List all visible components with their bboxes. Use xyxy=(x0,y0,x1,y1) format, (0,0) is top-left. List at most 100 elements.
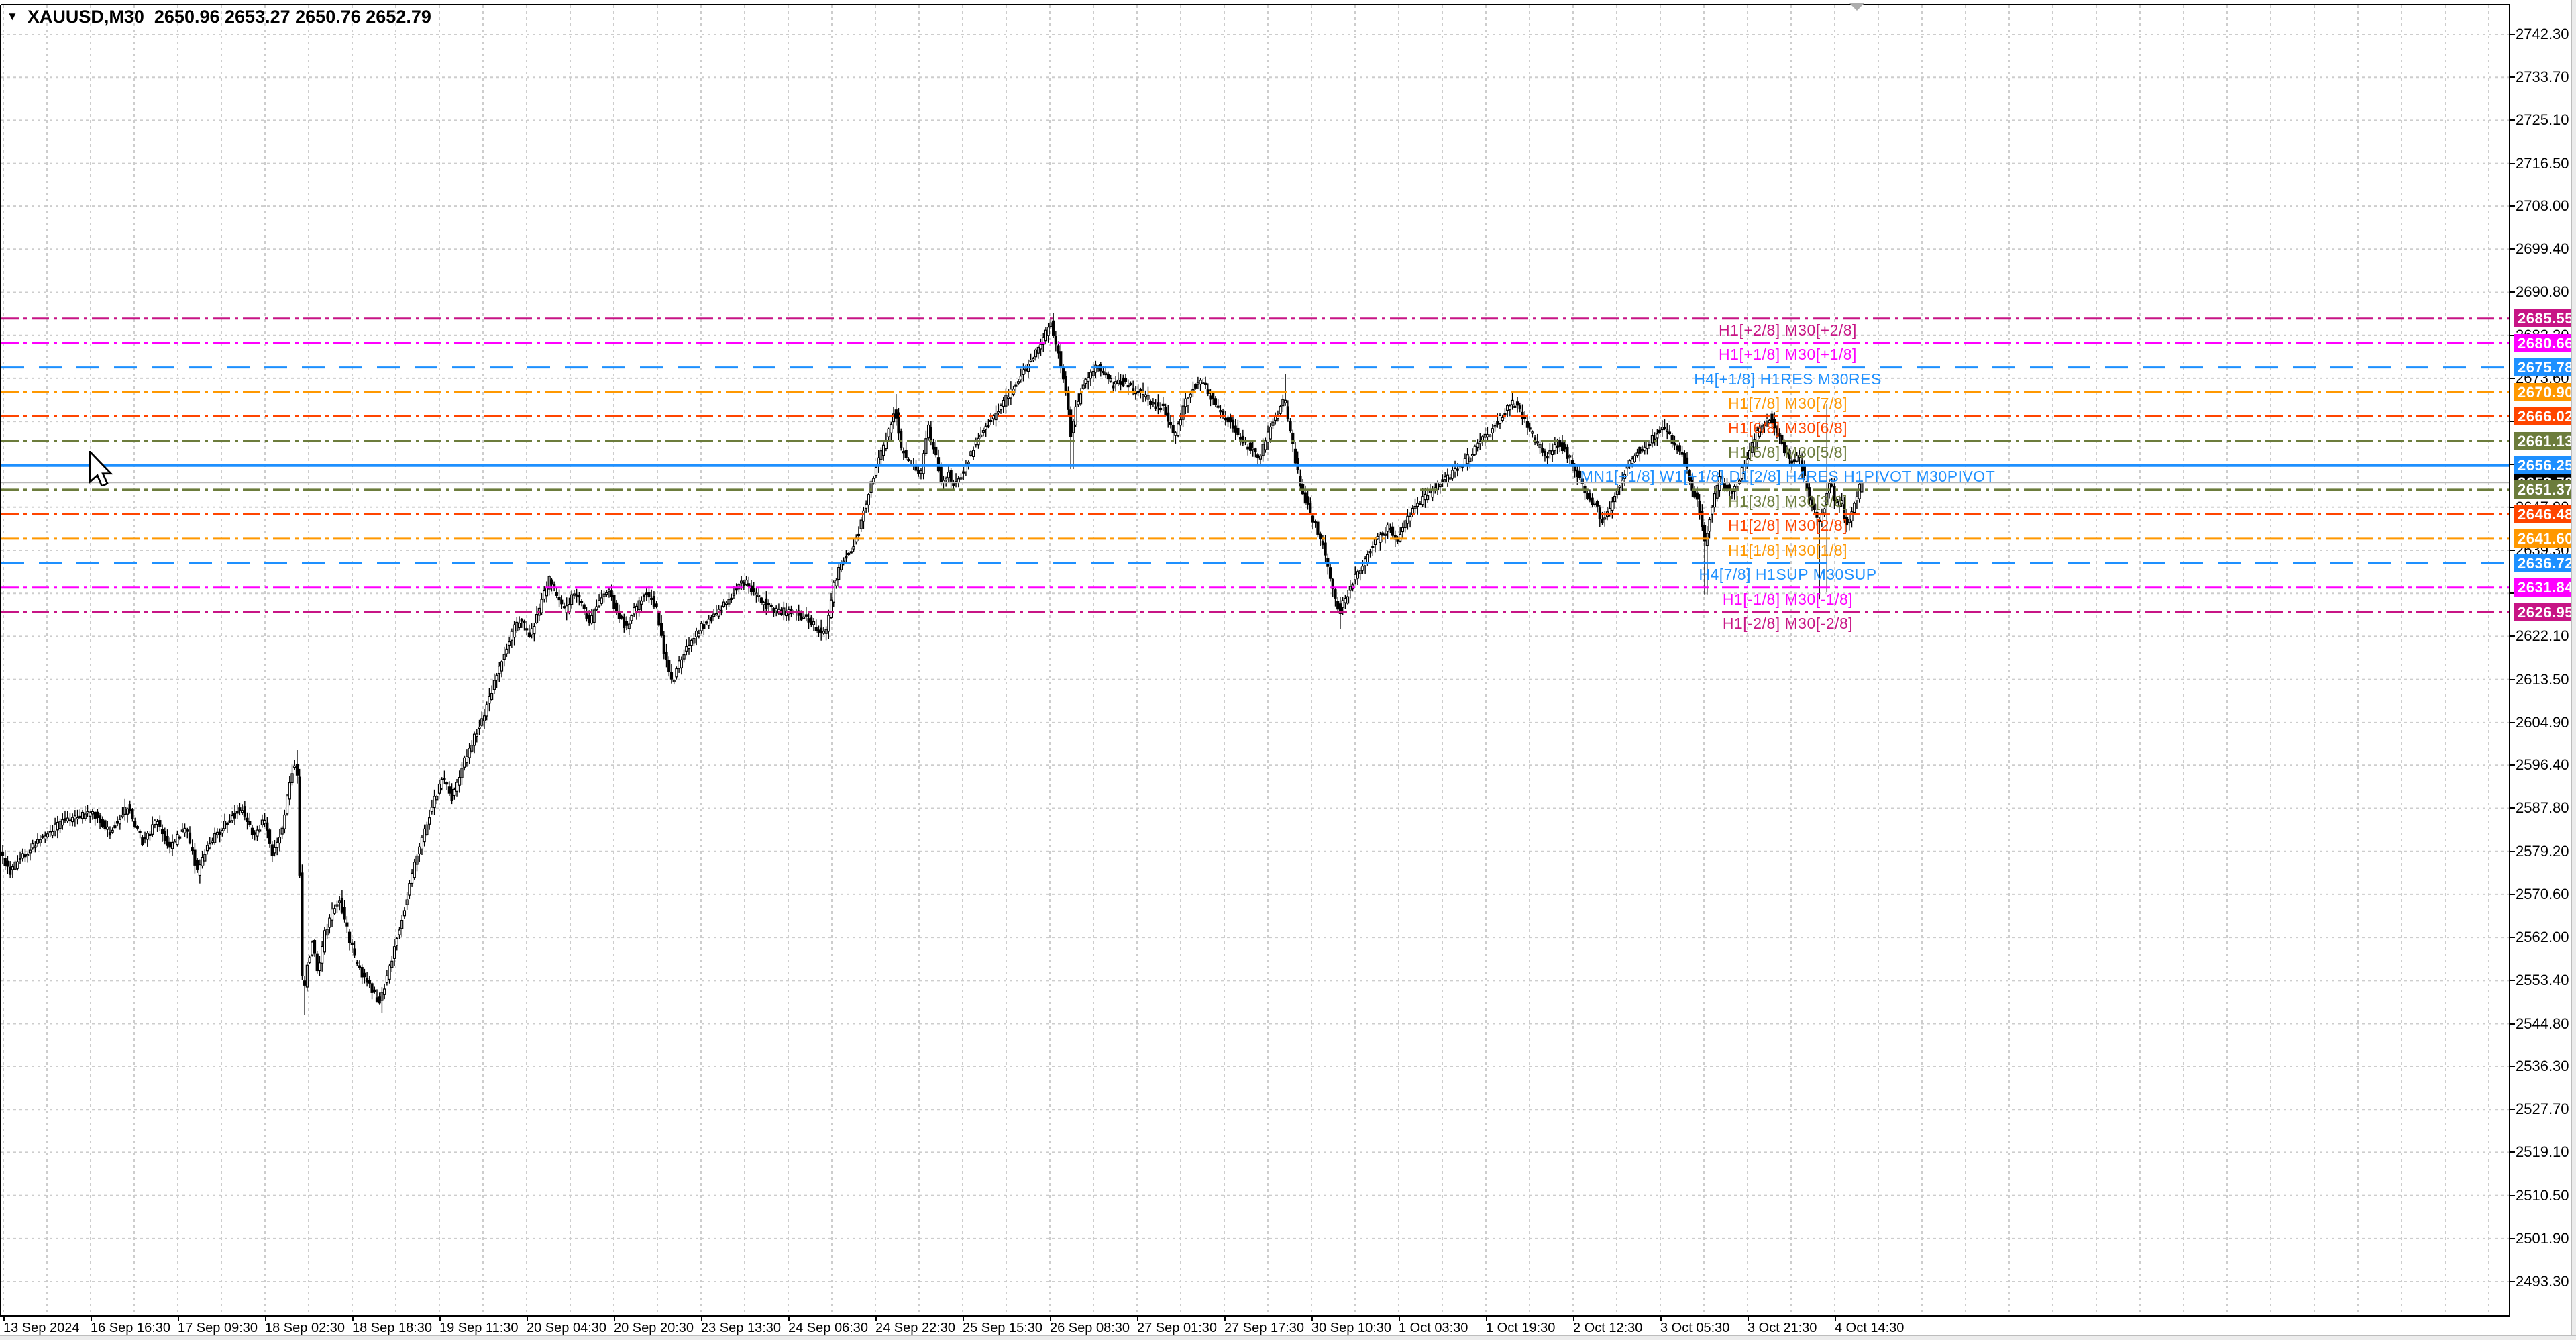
price-axis-tick xyxy=(2510,937,2515,939)
price-axis-tick xyxy=(2510,421,2515,423)
price-axis-tick xyxy=(2510,807,2515,809)
time-axis-label: 24 Sep 06:30 xyxy=(788,1321,868,1335)
price-axis-label: 2519.10 xyxy=(2516,1143,2569,1161)
time-axis-tick xyxy=(91,1316,92,1321)
price-axis-tick xyxy=(2510,464,2515,466)
time-axis-label: 4 Oct 14:30 xyxy=(1835,1321,1904,1335)
price-axis-label: 2604.90 xyxy=(2516,713,2569,731)
level-price-badge: 2636.72 xyxy=(2514,554,2573,572)
price-axis-tick xyxy=(2510,635,2515,637)
price-axis-tick xyxy=(2510,1023,2515,1025)
price-axis-tick xyxy=(2510,506,2515,508)
time-axis-tick xyxy=(265,1316,266,1321)
symbol-timeframe-label: XAUUSD,M30 xyxy=(27,7,144,27)
time-axis-label: 18 Sep 02:30 xyxy=(265,1321,345,1335)
level-price-badge: 2666.02 xyxy=(2514,407,2573,425)
time-axis-tick xyxy=(1050,1316,1051,1321)
level-price-badge: 2631.84 xyxy=(2514,578,2573,597)
chart-plot-area[interactable]: H1[+2/8] M30[+2/8] H1[+1/8] M30[+1/8] H4[+… xyxy=(0,0,2510,1317)
level-label: MN1[+1/8] W1[+1/8] D1[2/8] H4RES H1PIVOT… xyxy=(1580,468,1996,486)
bar-open-value: 2650.96 xyxy=(154,7,220,27)
price-axis-label: 2501.90 xyxy=(2516,1229,2569,1247)
price-axis-tick xyxy=(2510,1065,2515,1067)
time-axis-label: 17 Sep 09:30 xyxy=(178,1321,258,1335)
price-axis-label: 2742.30 xyxy=(2516,25,2569,42)
time-axis-label: 1 Oct 19:30 xyxy=(1486,1321,1556,1335)
price-axis[interactable]: 2742.30 2733.70 2725.10 2716.50 2708.00 2699.… xyxy=(2510,0,2576,1317)
time-axis-label: 2 Oct 12:30 xyxy=(1573,1321,1643,1335)
price-axis-tick xyxy=(2510,248,2515,250)
level-label: H1[5/8] M30[5/8] xyxy=(1727,444,1848,461)
level-price-badge: 2626.95 xyxy=(2514,603,2573,621)
price-axis-tick xyxy=(2510,1109,2515,1111)
price-axis-tick xyxy=(2510,1151,2515,1153)
time-axis-label: 13 Sep 2024 xyxy=(3,1321,80,1335)
time-axis-tick xyxy=(1224,1316,1226,1321)
bar-high-value: 2653.27 xyxy=(225,7,290,27)
price-axis-tick xyxy=(2510,549,2515,551)
time-axis-label: 19 Sep 11:30 xyxy=(439,1321,519,1335)
time-axis-tick xyxy=(1311,1316,1313,1321)
level-price-badge: 2685.55 xyxy=(2514,309,2573,328)
price-axis-tick xyxy=(2510,980,2515,982)
time-axis-tick xyxy=(1748,1316,1749,1321)
time-axis-label: 1 Oct 03:30 xyxy=(1399,1321,1468,1335)
price-axis-label: 2587.80 xyxy=(2516,799,2569,817)
level-price-badge: 2670.90 xyxy=(2514,382,2573,401)
level-label: H4[7/8] H1SUP M30SUP xyxy=(1699,566,1877,584)
time-axis-tick xyxy=(963,1316,964,1321)
time-axis-label: 26 Sep 08:30 xyxy=(1050,1321,1130,1335)
price-axis-label: 2493.30 xyxy=(2516,1273,2569,1290)
price-axis-label: 2699.40 xyxy=(2516,240,2569,258)
price-axis-tick xyxy=(2510,1237,2515,1239)
time-axis-tick xyxy=(701,1316,702,1321)
price-axis-tick xyxy=(2510,205,2515,207)
time-axis-tick xyxy=(614,1316,615,1321)
time-axis-label: 23 Sep 13:30 xyxy=(701,1321,781,1335)
level-label: H1[7/8] M30[7/8] xyxy=(1727,395,1848,413)
level-price-badge: 2651.37 xyxy=(2514,480,2573,499)
level-price-badge: 2661.13 xyxy=(2514,431,2573,450)
level-label: H1[3/8] M30[3/8] xyxy=(1727,492,1848,510)
mouse-cursor-icon xyxy=(89,451,113,486)
level-label: H1[6/8] M30[6/8] xyxy=(1727,419,1848,437)
price-axis-tick xyxy=(2510,162,2515,164)
time-axis-tick xyxy=(3,1316,5,1321)
time-axis-label: 30 Sep 10:30 xyxy=(1311,1321,1391,1335)
bar-low-value: 2650.76 xyxy=(295,7,361,27)
price-axis-label: 2544.80 xyxy=(2516,1015,2569,1032)
chart-shift-marker-icon[interactable] xyxy=(1849,3,1869,15)
price-axis-label: 2579.20 xyxy=(2516,842,2569,860)
price-axis-tick xyxy=(2510,893,2515,895)
time-axis-tick xyxy=(875,1316,877,1321)
time-axis-tick xyxy=(527,1316,528,1321)
time-axis-label: 18 Sep 18:30 xyxy=(352,1321,432,1335)
price-axis-label: 2708.00 xyxy=(2516,197,2569,215)
price-axis-tick xyxy=(2510,850,2515,852)
level-price-badge: 2641.60 xyxy=(2514,529,2573,548)
time-axis-tick xyxy=(788,1316,790,1321)
level-label: H1[2/8] M30[2/8] xyxy=(1727,517,1848,535)
price-axis-tick xyxy=(2510,764,2515,766)
price-axis-label: 2527.70 xyxy=(2516,1100,2569,1118)
price-axis-tick xyxy=(2510,678,2515,680)
price-axis-label: 2613.50 xyxy=(2516,670,2569,688)
price-axis-tick xyxy=(2510,291,2515,293)
price-axis-tick xyxy=(2510,334,2515,336)
price-axis-label: 2553.40 xyxy=(2516,972,2569,989)
time-axis-tick xyxy=(1660,1316,1662,1321)
time-axis-tick xyxy=(1486,1316,1487,1321)
price-axis-tick xyxy=(2510,34,2515,35)
time-axis-label: 20 Sep 20:30 xyxy=(614,1321,694,1335)
price-axis-tick xyxy=(2510,119,2515,121)
level-price-badge: 2656.25 xyxy=(2514,456,2573,474)
bar-close-value: 2652.79 xyxy=(366,7,431,27)
price-axis-label: 2570.60 xyxy=(2516,885,2569,903)
symbol-collapse-icon[interactable]: ▼ xyxy=(7,9,18,23)
price-axis-label: 2622.10 xyxy=(2516,627,2569,645)
price-axis-label: 2725.10 xyxy=(2516,111,2569,129)
price-axis-tick xyxy=(2510,377,2515,379)
time-axis-tick xyxy=(1137,1316,1138,1321)
price-axis-tick xyxy=(2510,721,2515,723)
